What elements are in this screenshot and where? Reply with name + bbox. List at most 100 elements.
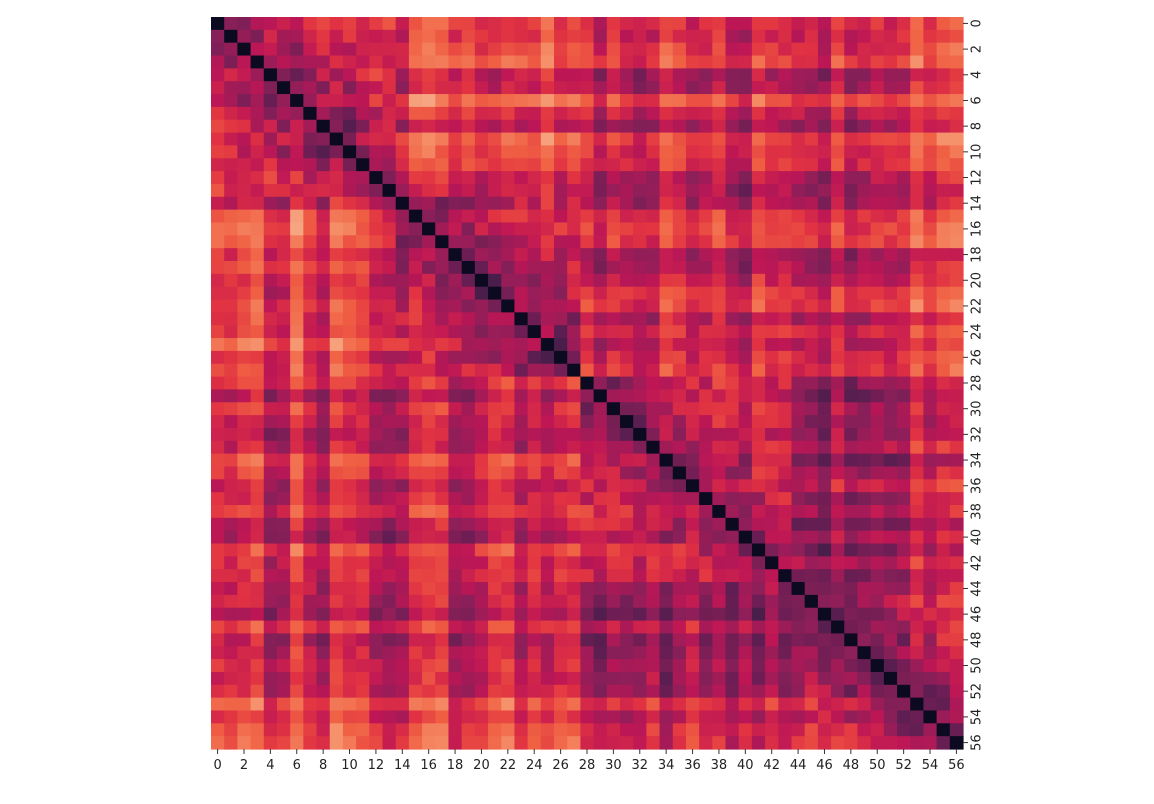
heatmap-cell xyxy=(936,684,951,699)
heatmap-cell xyxy=(751,453,766,468)
heatmap-cell xyxy=(580,196,595,211)
heatmap-cell xyxy=(844,158,859,172)
heatmap-cell xyxy=(540,466,555,480)
heatmap-cell xyxy=(857,299,872,313)
heatmap-cell xyxy=(949,620,964,635)
heatmap-cell xyxy=(923,569,938,583)
heatmap-cell xyxy=(448,312,463,326)
heatmap-cell xyxy=(725,402,740,416)
heatmap-cell xyxy=(870,132,885,147)
heatmap-cell xyxy=(514,338,529,352)
heatmap-cell xyxy=(593,620,608,635)
heatmap-cell xyxy=(738,145,753,159)
heatmap-cell xyxy=(448,453,463,468)
heatmap-cell xyxy=(897,222,911,236)
heatmap-cell xyxy=(356,440,370,455)
heatmap-cell xyxy=(844,94,859,108)
heatmap-cell xyxy=(751,389,766,403)
heatmap-cell xyxy=(554,363,568,378)
heatmap-cell xyxy=(619,81,634,95)
heatmap-cell xyxy=(672,594,687,609)
heatmap-cell xyxy=(606,338,621,352)
heatmap-cell xyxy=(897,376,911,391)
heatmap-cell xyxy=(910,119,925,134)
heatmap-cell xyxy=(250,17,265,31)
heatmap-cell xyxy=(633,453,647,468)
heatmap-cell xyxy=(408,389,423,403)
heatmap-cell xyxy=(554,505,568,519)
heatmap-cell xyxy=(765,620,779,635)
heatmap-cell xyxy=(725,248,740,262)
heatmap-cell xyxy=(606,646,621,660)
heatmap-cell xyxy=(633,55,647,69)
heatmap-cell xyxy=(514,556,529,570)
heatmap-cell xyxy=(844,646,859,660)
heatmap-cell xyxy=(883,530,898,545)
heatmap-cell xyxy=(488,119,502,134)
heatmap-cell xyxy=(211,68,225,82)
heatmap-cell xyxy=(923,517,938,532)
heatmap-cell xyxy=(237,68,252,82)
heatmap-cell xyxy=(804,453,819,468)
heatmap-cell xyxy=(751,248,766,262)
heatmap-cell xyxy=(765,94,779,108)
heatmap-cell xyxy=(382,684,397,699)
heatmap-cell xyxy=(237,556,252,570)
heatmap-cell xyxy=(329,389,344,403)
heatmap-cell xyxy=(316,338,331,352)
heatmap-cell xyxy=(356,68,370,82)
x-tick-label: 26 xyxy=(552,758,569,773)
heatmap-cell xyxy=(619,530,634,545)
heatmap-cell xyxy=(448,492,463,506)
heatmap-cell xyxy=(606,363,621,378)
heatmap-cell xyxy=(369,684,384,699)
heatmap-cell xyxy=(897,29,911,44)
heatmap-cell xyxy=(633,376,647,391)
heatmap-cell xyxy=(685,81,700,95)
heatmap-cell xyxy=(778,505,793,519)
heatmap-cell xyxy=(395,145,410,159)
heatmap-cell xyxy=(224,697,238,712)
heatmap-cell xyxy=(897,338,911,352)
heatmap-cell xyxy=(250,736,265,750)
heatmap-cell xyxy=(817,68,832,82)
heatmap-cell xyxy=(382,376,397,391)
heatmap-cell xyxy=(685,389,700,403)
heatmap-cell xyxy=(725,530,740,545)
heatmap-cell xyxy=(765,389,779,403)
heatmap-cell xyxy=(527,299,542,313)
heatmap-cell xyxy=(897,273,911,288)
heatmap-cell xyxy=(316,453,331,468)
heatmap-cell xyxy=(448,209,463,224)
heatmap-cell xyxy=(883,427,898,442)
heatmap-cell xyxy=(382,530,397,545)
heatmap-cell xyxy=(646,543,661,557)
heatmap-cell xyxy=(342,222,357,236)
heatmap-cell xyxy=(408,607,423,622)
heatmap-cell xyxy=(224,594,238,609)
heatmap-cell xyxy=(580,338,595,352)
heatmap-cell xyxy=(804,68,819,82)
heatmap-cell xyxy=(211,312,225,326)
heatmap-cell xyxy=(831,389,845,403)
heatmap-cell xyxy=(290,684,304,699)
heatmap-cell xyxy=(804,710,819,724)
heatmap-cell xyxy=(949,736,964,750)
heatmap-cell xyxy=(540,607,555,622)
heatmap-cell xyxy=(567,171,581,185)
heatmap-cell xyxy=(554,376,568,391)
heatmap-cell xyxy=(804,684,819,699)
heatmap-cell xyxy=(712,338,727,352)
heatmap-cell xyxy=(659,209,674,224)
y-tick-label: 14 xyxy=(970,195,985,212)
heatmap-cell xyxy=(659,543,674,557)
heatmap-cell xyxy=(672,286,687,301)
heatmap-cell xyxy=(224,29,238,44)
heatmap-cell xyxy=(580,286,595,301)
heatmap-cell xyxy=(699,453,713,468)
heatmap-cell xyxy=(936,723,951,737)
heatmap-cell xyxy=(263,42,278,57)
heatmap-cell xyxy=(949,517,964,532)
heatmap-cell xyxy=(224,569,238,583)
heatmap-cell xyxy=(831,723,845,737)
